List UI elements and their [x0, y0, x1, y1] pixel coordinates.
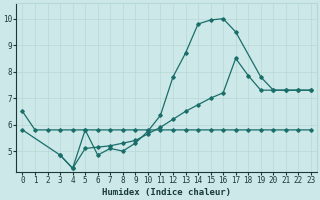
X-axis label: Humidex (Indice chaleur): Humidex (Indice chaleur): [102, 188, 231, 197]
